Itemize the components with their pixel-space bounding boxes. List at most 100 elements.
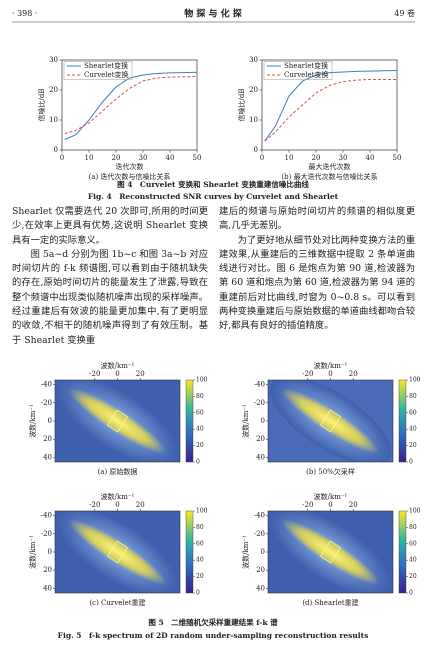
y-tick-label: 40 xyxy=(256,453,265,461)
colorbar xyxy=(185,510,194,594)
y-tick-label: -40 xyxy=(254,512,265,520)
x-tick-label: 10 xyxy=(85,154,94,162)
x-tick-label: 30 xyxy=(139,154,148,162)
colorbar-tick-label: 100 xyxy=(196,377,208,384)
y-tick-label: -40 xyxy=(254,381,265,389)
x-tick-label: 20 xyxy=(349,370,358,378)
x-axis-label: 波数/km⁻¹ xyxy=(101,361,135,370)
colorbar xyxy=(185,379,194,463)
y-tick-label: 20 xyxy=(43,435,52,443)
y-tick-label: 0 xyxy=(261,417,265,425)
y-tick-label: -40 xyxy=(41,512,52,520)
x-tick-label: 30 xyxy=(339,154,348,162)
panel-caption: (b) 50%欠采样 xyxy=(306,467,355,476)
x-axis-label: 波数/km⁻¹ xyxy=(314,492,348,501)
colorbar-tick-label: 60 xyxy=(409,409,417,416)
spectrum xyxy=(268,380,393,462)
journal: 物 探 与 化 探 xyxy=(184,8,243,20)
x-tick-label: 20 xyxy=(136,370,145,378)
x-tick-label: 10 xyxy=(285,154,294,162)
colorbar-tick-label: 0 xyxy=(196,590,200,597)
paragraph: Shearlet 仅需要迭代 20 次即可,所用的时间更少,在效率上更具有优势,… xyxy=(12,206,208,246)
x-tick-label: -20 xyxy=(302,501,313,509)
y-tick-label: -20 xyxy=(41,530,52,538)
x-tick-label: 0 xyxy=(115,370,119,378)
x-tick-label: 20 xyxy=(312,154,321,162)
spectrum xyxy=(55,380,180,462)
y-tick-label: 30 xyxy=(249,56,258,64)
x-tick-label: 50 xyxy=(393,154,402,162)
colorbar-tick-label: 60 xyxy=(409,540,417,547)
line-series xyxy=(264,70,398,142)
colorbar-tick-label: 20 xyxy=(196,573,204,580)
colorbar-tick-label: 80 xyxy=(196,524,204,531)
colorbar-tick-label: 60 xyxy=(196,540,204,547)
y-axis-label: 信噪比/dB xyxy=(237,89,246,122)
y-tick-label: -20 xyxy=(41,399,52,407)
line-series xyxy=(64,76,198,134)
y-axis-label: 波数/km⁻¹ xyxy=(28,535,37,569)
y-axis-label: 波数/km⁻¹ xyxy=(28,404,37,438)
panel-caption: (c) Curvelet重建 xyxy=(89,598,145,607)
center-box xyxy=(320,409,341,433)
y-tick-label: 40 xyxy=(43,584,52,592)
legend-box xyxy=(63,61,133,80)
y-tick-label: 30 xyxy=(49,56,58,64)
left-column: Shearlet 仅需要迭代 20 次即可,所用的时间更少,在效率上更具有优势,… xyxy=(12,205,208,348)
spectrum-energy xyxy=(68,519,167,585)
colorbar-tick-label: 80 xyxy=(196,393,204,400)
colorbar-tick-label: 0 xyxy=(196,459,200,466)
y-tick-label: -20 xyxy=(254,530,265,538)
colorbar-tick-label: 80 xyxy=(409,393,417,400)
x-axis-label: 波数/km⁻¹ xyxy=(314,361,348,370)
spectrum-energy xyxy=(281,519,380,585)
y-tick-label: 0 xyxy=(54,146,58,154)
panel-caption: (a) 迭代次数与信噪比关系 xyxy=(89,172,171,181)
center-box xyxy=(320,540,341,564)
x-tick-label: -20 xyxy=(302,370,313,378)
x-axis-label: 迭代次数 xyxy=(116,162,144,171)
line-series xyxy=(64,71,198,140)
y-tick-label: -40 xyxy=(41,381,52,389)
y-tick-label: -20 xyxy=(254,399,265,407)
y-tick-label: 20 xyxy=(249,86,258,94)
fig5-caption: 图 5 二维随机欠采样重建结果 f-k 谱 xyxy=(148,617,278,627)
y-tick-label: 0 xyxy=(48,417,52,425)
y-axis-label: 信噪比/dB xyxy=(37,89,46,122)
y-tick-label: 0 xyxy=(254,146,258,154)
plot-frame xyxy=(61,59,198,151)
colorbar-tick-label: 100 xyxy=(409,377,421,384)
colorbar-tick-label: 40 xyxy=(196,426,204,433)
colorbar xyxy=(398,379,407,463)
fig4-caption-en: Fig. 4 Reconstructed SNR curves by Curve… xyxy=(88,192,339,201)
y-tick-label: 10 xyxy=(249,116,258,124)
y-axis-label: 波数/km⁻¹ xyxy=(241,535,250,569)
x-tick-label: -20 xyxy=(89,370,100,378)
paragraph: 为了更好地从细节处对比两种变换方法的重建效果,从重建后的三维数据中提取 2 条单… xyxy=(219,234,415,332)
fig4-caption: 图 4 Curvelet 变换和 Shearlet 变换重建信噪比曲线 xyxy=(117,179,309,189)
y-tick-label: 20 xyxy=(256,435,265,443)
colorbar-tick-label: 100 xyxy=(196,508,208,515)
x-tick-label: 0 xyxy=(328,501,332,509)
x-axis-label: 最大迭代次数 xyxy=(309,162,351,171)
spectrum xyxy=(55,511,180,593)
y-tick-label: 40 xyxy=(43,453,52,461)
colorbar-tick-label: 100 xyxy=(409,508,421,515)
line-series xyxy=(264,79,397,142)
y-tick-label: 20 xyxy=(49,86,58,94)
colorbar-tick-label: 40 xyxy=(409,557,417,564)
x-tick-label: 40 xyxy=(366,154,375,162)
x-tick-label: -20 xyxy=(89,501,100,509)
y-tick-label: 20 xyxy=(256,566,265,574)
colorbar-tick-label: 80 xyxy=(409,524,417,531)
x-tick-label: 0 xyxy=(260,154,264,162)
center-box xyxy=(107,409,128,433)
colorbar-tick-label: 20 xyxy=(409,573,417,580)
center-box xyxy=(107,540,128,564)
panel-caption: (a) 原始数据 xyxy=(98,467,138,476)
colorbar-tick-label: 40 xyxy=(196,557,204,564)
x-tick-label: 20 xyxy=(112,154,121,162)
y-tick-label: 0 xyxy=(261,548,265,556)
x-tick-label: 0 xyxy=(60,154,64,162)
